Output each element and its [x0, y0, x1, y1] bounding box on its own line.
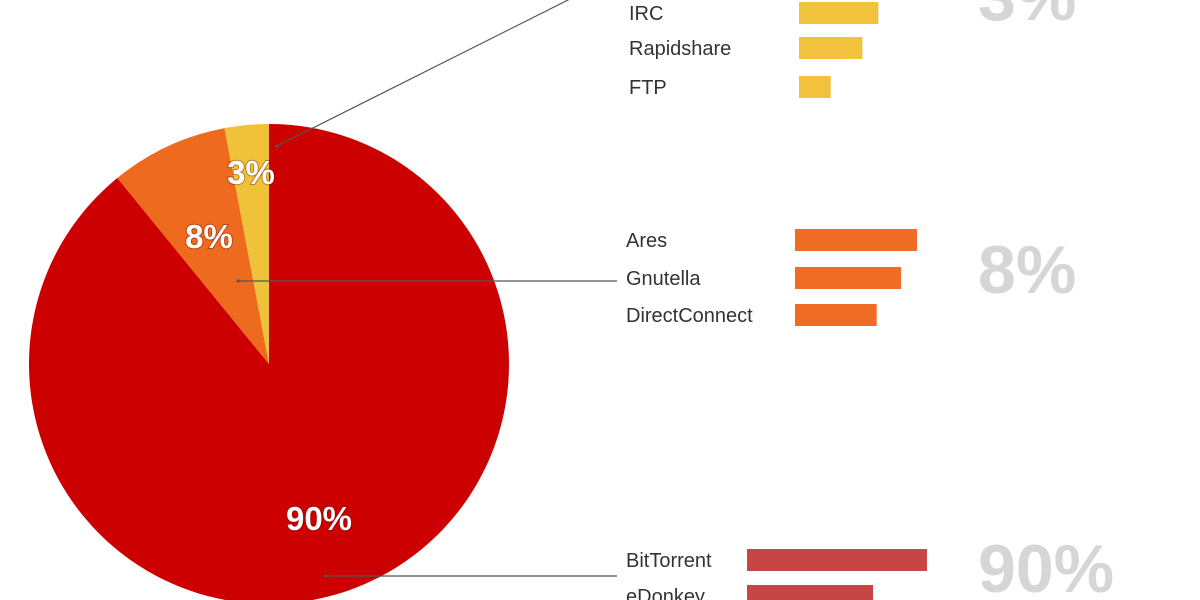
slice-label-2: 3% [227, 154, 275, 191]
pie-slice-1 [117, 128, 269, 364]
connector-dot-2 [275, 144, 279, 148]
connector-dot-1 [236, 279, 240, 283]
breakdown-bar-1-0 [795, 229, 917, 251]
breakdown-bar-1-1 [795, 267, 902, 289]
breakdown-total-0: 3% [978, 0, 1076, 35]
breakdown-label-0-1: Rapidshare [629, 38, 731, 60]
breakdown-group-0: IRC Rapidshare FTP 3% [629, 0, 1076, 99]
connector-dot-0 [324, 574, 328, 578]
pie-slice-2 [224, 124, 269, 364]
breakdown-label-1-1: Gnutella [626, 268, 701, 290]
breakdown-bar-0-0 [799, 2, 879, 24]
breakdown-total-2: 90% [978, 531, 1114, 600]
slice-label-0: 90% [286, 500, 352, 537]
breakdown-bar-0-2 [799, 76, 831, 98]
breakdown-group-1: Ares Gnutella DirectConnect 8% [626, 229, 1076, 327]
pie-chart [29, 124, 509, 600]
breakdown-bar-1-2 [795, 304, 877, 326]
breakdown-label-0-0: IRC [629, 3, 663, 25]
breakdown-bar-0-1 [799, 37, 863, 59]
breakdown-label-2-1: eDonkey [626, 586, 705, 600]
breakdown-bar-2-0 [747, 549, 927, 571]
breakdown-label-2-0: BitTorrent [626, 550, 712, 572]
pie-slice-0 [29, 124, 509, 600]
breakdown-bar-2-1 [747, 585, 873, 600]
connector-lines [236, 0, 617, 578]
breakdown-label-1-2: DirectConnect [626, 305, 753, 327]
breakdown-panel: IRC Rapidshare FTP 3% Ares Gnutella DirectConn… [626, 0, 1114, 600]
connector-line-2 [276, 0, 570, 147]
breakdown-total-1: 8% [978, 232, 1076, 308]
breakdown-label-0-2: FTP [629, 77, 667, 99]
slice-labels: 90% 8% 3% [184, 153, 353, 538]
breakdown-label-1-0: Ares [626, 230, 667, 252]
slice-label-1: 8% [185, 218, 233, 255]
breakdown-group-2: BitTorrent eDonkey 90% [626, 531, 1114, 600]
